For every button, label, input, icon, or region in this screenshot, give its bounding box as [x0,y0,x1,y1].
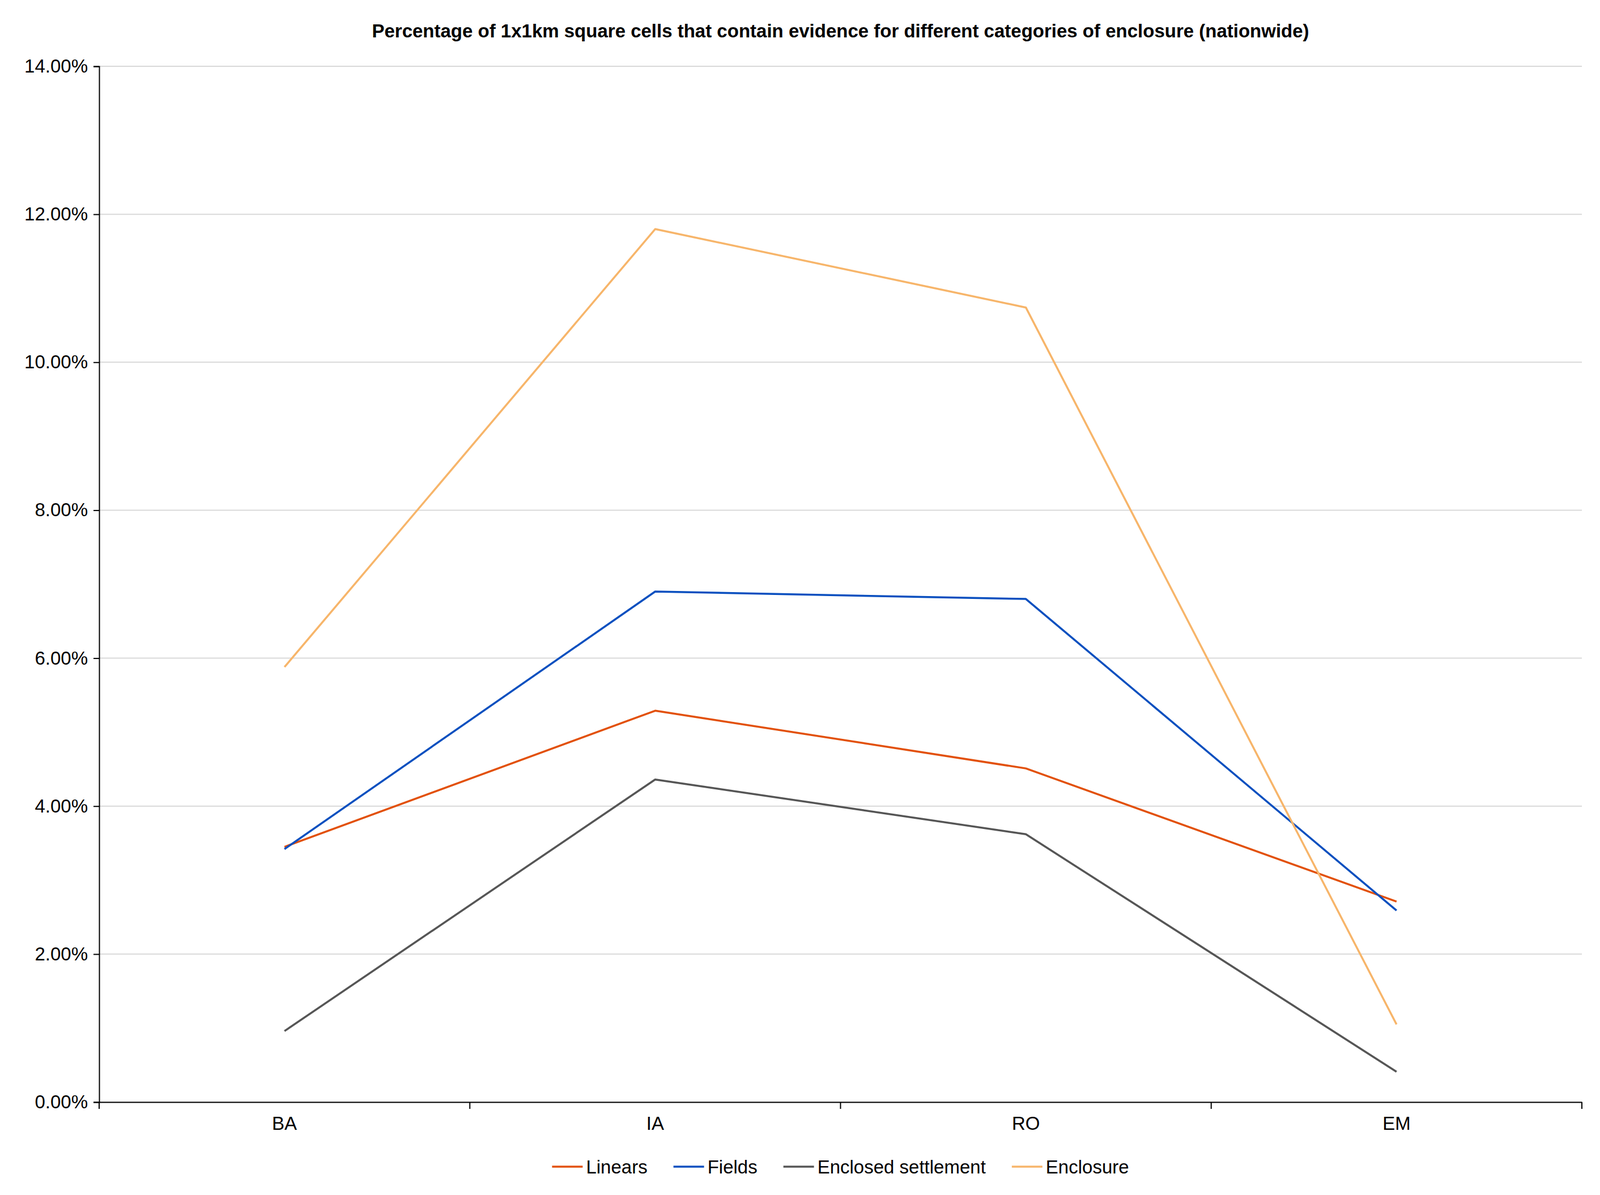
grid-line [99,65,1582,67]
x-axis: BA IA RO EM [99,1101,1583,1134]
x-tick-label: IA [646,1112,665,1134]
y-tick-mark [93,657,100,659]
legend-swatch [783,1165,815,1168]
legend-item: Enclosure [1011,1156,1130,1178]
grid-line [99,509,1582,511]
y-tick: 6.00% [34,647,100,669]
y-axis: 0.00% 2.00% 4.00% 6.00% 8.00% 10.00% 12.00% 14.… [24,55,100,1113]
y-tick-label: 4.00% [34,795,88,817]
x-divider [840,1101,842,1109]
grid [99,66,1582,1102]
x-divider [1581,1101,1583,1109]
x-dividers [99,1101,1582,1109]
plot: 0.00% 2.00% 4.00% 6.00% 8.00% 10.00% 12.00% 14.… [24,55,1582,1134]
x-tick-label: RO [1011,1112,1041,1134]
y-tick-mark [93,1101,100,1104]
legend-swatch [1011,1165,1043,1168]
legend-swatch [673,1165,705,1168]
legend-label: Linears [585,1156,648,1178]
legend-swatch [551,1165,583,1168]
series-line [284,228,1397,1025]
chart-title: Percentage of 1x1km square cells that co… [371,20,1309,42]
y-tick-label: 8.00% [34,499,88,521]
x-divider [98,1101,100,1109]
grid-line [99,361,1582,363]
series-line [284,591,1397,911]
y-tick-mark [93,362,100,364]
y-tick-label: 10.00% [24,351,88,373]
x-tick-label: EM [1382,1112,1411,1134]
x-tick: EM [1382,1112,1411,1134]
y-tick-mark [93,214,100,216]
legend-label: Fields [707,1156,758,1178]
x-tick: BA [271,1112,297,1134]
y-tick: 12.00% [24,203,100,225]
series-line [284,779,1397,1072]
y-tick-label: 0.00% [34,1091,88,1113]
lines [284,228,1397,1072]
legend-label: Enclosure [1045,1156,1130,1178]
y-tick-mark [93,509,100,512]
legend-label: Enclosed settlement [817,1156,986,1178]
y-tick-label: 2.00% [34,943,88,965]
x-tick: IA [646,1112,665,1134]
y-tick-label: 12.00% [24,203,88,225]
y-tick: 2.00% [34,943,100,965]
y-tick-mark [93,953,100,955]
legend: Linears Fields Enclosed settlement Enclosur… [551,1156,1129,1178]
y-tick: 4.00% [34,795,100,817]
y-axis-line [93,66,100,1103]
y-tick-mark [93,805,100,807]
chart: Percentage of 1x1km square cells that co… [0,0,1600,1195]
grid-line [99,213,1582,215]
legend-item: Linears [551,1156,648,1178]
y-tick-label: 14.00% [24,55,88,77]
y-tick: 14.00% [24,55,100,77]
y-tick: 8.00% [34,499,100,521]
grid-line [99,657,1582,659]
x-divider [1210,1101,1212,1109]
x-tick-label: BA [271,1112,297,1134]
x-divider [469,1101,471,1109]
legend-item: Enclosed settlement [783,1156,986,1178]
x-tick: RO [1011,1112,1041,1134]
y-tick-mark [93,66,100,68]
y-tick-label: 6.00% [34,647,88,669]
y-tick: 10.00% [24,351,100,373]
legend-item: Fields [673,1156,758,1178]
y-tick: 0.00% [34,1091,100,1113]
